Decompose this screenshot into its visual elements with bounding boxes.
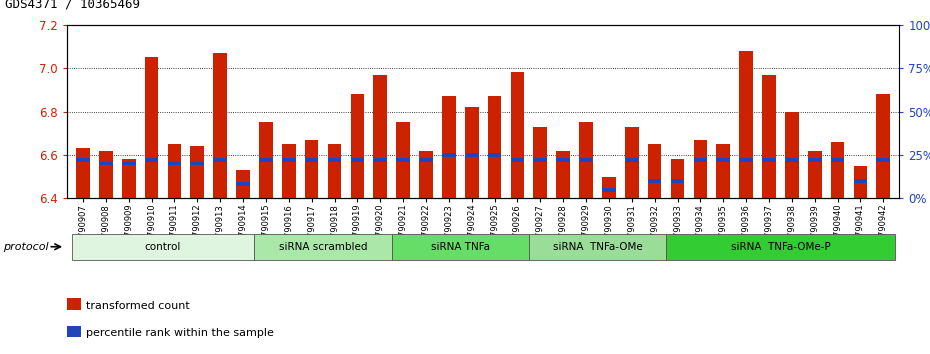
Bar	[67, 326, 81, 337]
Text: siRNA scrambled: siRNA scrambled	[279, 242, 367, 252]
Bar	[236, 170, 250, 198]
Bar	[739, 158, 753, 162]
Bar	[579, 158, 593, 162]
Bar	[671, 159, 684, 198]
Bar	[876, 94, 890, 198]
Bar	[122, 161, 136, 166]
Bar	[694, 140, 707, 198]
Bar	[556, 158, 570, 162]
Bar	[442, 153, 456, 157]
Bar	[854, 166, 868, 198]
Text: protocol: protocol	[3, 242, 48, 252]
Bar	[122, 159, 136, 198]
Bar	[282, 144, 296, 198]
Bar	[373, 158, 387, 162]
Bar	[716, 158, 730, 162]
Bar	[213, 158, 227, 162]
Text: siRNA  TNFa-OMe-P: siRNA TNFa-OMe-P	[731, 242, 830, 252]
Bar	[99, 161, 113, 166]
Bar	[465, 153, 479, 157]
Bar	[808, 158, 821, 162]
Bar	[145, 57, 158, 198]
Bar	[327, 158, 341, 162]
Bar	[419, 158, 432, 162]
Bar	[511, 158, 525, 162]
Bar	[694, 158, 707, 162]
Bar	[579, 122, 593, 198]
Bar	[602, 188, 616, 192]
Bar	[305, 140, 318, 198]
Bar	[236, 182, 250, 186]
Bar	[145, 158, 158, 162]
Bar	[876, 158, 890, 162]
Bar	[762, 158, 776, 162]
Bar	[191, 161, 205, 166]
Bar	[511, 73, 525, 198]
Bar	[76, 158, 90, 162]
Bar	[625, 158, 639, 162]
Bar	[396, 122, 410, 198]
Text: control: control	[145, 242, 181, 252]
Bar	[419, 150, 432, 198]
Bar	[327, 144, 341, 198]
Bar	[259, 158, 272, 162]
Text: siRNA  TNFa-OMe: siRNA TNFa-OMe	[552, 242, 643, 252]
Text: percentile rank within the sample: percentile rank within the sample	[86, 328, 273, 338]
Bar	[785, 158, 799, 162]
Text: GDS4371 / 10365469: GDS4371 / 10365469	[5, 0, 140, 11]
Bar	[854, 179, 868, 183]
Bar	[602, 177, 616, 198]
Bar	[72, 234, 255, 260]
Bar	[716, 144, 730, 198]
Bar	[213, 53, 227, 198]
Bar	[282, 158, 296, 162]
Bar	[255, 234, 392, 260]
Bar	[76, 148, 90, 198]
Bar	[167, 144, 181, 198]
Bar	[99, 150, 113, 198]
Bar	[785, 112, 799, 198]
Bar	[396, 158, 410, 162]
Bar	[167, 161, 181, 166]
Text: transformed count: transformed count	[86, 301, 190, 310]
Bar	[465, 107, 479, 198]
Bar	[487, 153, 501, 157]
Bar	[487, 96, 501, 198]
Bar	[259, 122, 272, 198]
Bar	[67, 298, 81, 310]
Bar	[305, 158, 318, 162]
Bar	[739, 51, 753, 198]
Bar	[666, 234, 895, 260]
Bar	[529, 234, 666, 260]
Bar	[671, 179, 684, 183]
Bar	[625, 127, 639, 198]
Text: siRNA TNFa: siRNA TNFa	[431, 242, 490, 252]
Bar	[534, 158, 547, 162]
Bar	[830, 158, 844, 162]
Bar	[534, 127, 547, 198]
Bar	[556, 150, 570, 198]
Bar	[808, 150, 821, 198]
Bar	[392, 234, 529, 260]
Bar	[351, 94, 365, 198]
Bar	[830, 142, 844, 198]
Bar	[762, 75, 776, 198]
Bar	[648, 144, 661, 198]
Bar	[442, 96, 456, 198]
Bar	[191, 146, 205, 198]
Bar	[351, 158, 365, 162]
Bar	[648, 179, 661, 183]
Bar	[373, 75, 387, 198]
